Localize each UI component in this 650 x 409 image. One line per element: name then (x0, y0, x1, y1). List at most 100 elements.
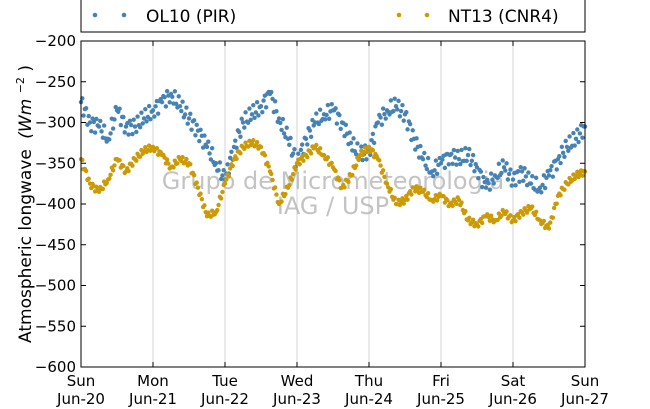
data-point (110, 168, 116, 173)
data-point (546, 226, 552, 231)
data-point (287, 142, 292, 148)
data-point (180, 154, 185, 160)
data-point (195, 185, 201, 190)
data-point (298, 147, 304, 153)
data-point (307, 128, 313, 133)
data-point (128, 122, 134, 128)
data-point (325, 155, 331, 160)
data-point (293, 167, 298, 172)
data-point (233, 138, 238, 143)
data-point (325, 102, 331, 108)
data-point (256, 113, 261, 118)
data-point (202, 203, 207, 208)
data-point (580, 135, 585, 140)
data-point (440, 157, 445, 162)
data-point (258, 144, 264, 150)
legend-marker-nt13-right (424, 12, 430, 18)
y-tick-label: −600 (35, 358, 76, 376)
data-point (564, 144, 570, 150)
data-point (220, 173, 225, 178)
data-point (524, 210, 530, 215)
data-point (334, 121, 340, 126)
data-point (218, 196, 224, 201)
data-point (202, 133, 207, 138)
data-point (491, 181, 496, 186)
data-point (383, 116, 388, 121)
data-point (148, 116, 153, 122)
data-point (560, 150, 566, 156)
data-point (434, 171, 440, 176)
data-point (404, 109, 409, 115)
data-point (238, 134, 243, 139)
data-point (572, 143, 577, 148)
x-axis: SunJun-20MonJun-21TueJun-22WedJun-23ThuJ… (56, 41, 609, 408)
data-point (378, 115, 383, 120)
data-point (488, 213, 494, 218)
data-point (263, 105, 269, 110)
data-point (117, 157, 122, 163)
legend-marker-ol10-left (92, 12, 98, 18)
data-point (409, 192, 414, 197)
data-point (371, 140, 377, 146)
data-point (557, 154, 562, 159)
data-point (348, 140, 354, 146)
data-point (163, 104, 169, 109)
data-point (251, 138, 256, 143)
data-point (510, 177, 516, 182)
data-point (380, 168, 386, 173)
y-axis-title-exponent: −2 (14, 77, 27, 93)
data-point (280, 116, 286, 122)
data-point (238, 151, 243, 156)
data-point (308, 151, 314, 156)
data-point (99, 129, 104, 134)
data-point (185, 121, 190, 126)
data-point (329, 160, 334, 166)
data-point (155, 111, 161, 116)
data-point (121, 163, 126, 169)
x-tick-label-date: Jun-26 (488, 390, 537, 408)
data-point (159, 99, 165, 105)
data-point (224, 177, 229, 182)
y-tick-label: −200 (35, 32, 76, 50)
data-point (118, 122, 124, 128)
data-point (104, 180, 109, 186)
data-point (137, 125, 143, 130)
data-point (468, 162, 473, 168)
data-point (541, 218, 547, 224)
data-point (204, 144, 210, 150)
data-point (197, 138, 202, 144)
data-point (251, 102, 256, 108)
data-point (395, 107, 400, 112)
data-point (108, 131, 113, 136)
data-point (508, 167, 513, 172)
data-point (559, 144, 565, 150)
data-point (422, 187, 427, 192)
data-point (171, 165, 176, 170)
data-point (364, 149, 369, 155)
grid-layer (152, 41, 514, 367)
data-point (526, 170, 531, 175)
data-point (539, 190, 544, 195)
data-point (470, 217, 476, 223)
data-point (549, 163, 554, 169)
data-point (130, 163, 135, 168)
data-point (162, 95, 167, 100)
x-tick-label-date: Jun-24 (344, 390, 393, 408)
data-point (101, 123, 107, 128)
data-point (200, 145, 206, 150)
data-point (451, 147, 457, 153)
data-point (170, 94, 175, 99)
data-point (107, 137, 112, 142)
data-point (242, 125, 247, 130)
x-tick-label-day: Sun (67, 372, 96, 390)
data-point (333, 106, 338, 111)
data-point (533, 209, 539, 215)
data-point (472, 169, 477, 174)
data-point (384, 181, 390, 186)
legend-label-ol10: OL10 (PIR) (146, 7, 236, 27)
data-point (438, 161, 444, 166)
data-point (176, 94, 181, 99)
data-point (433, 158, 439, 163)
data-point (92, 130, 98, 135)
data-point (490, 177, 495, 183)
